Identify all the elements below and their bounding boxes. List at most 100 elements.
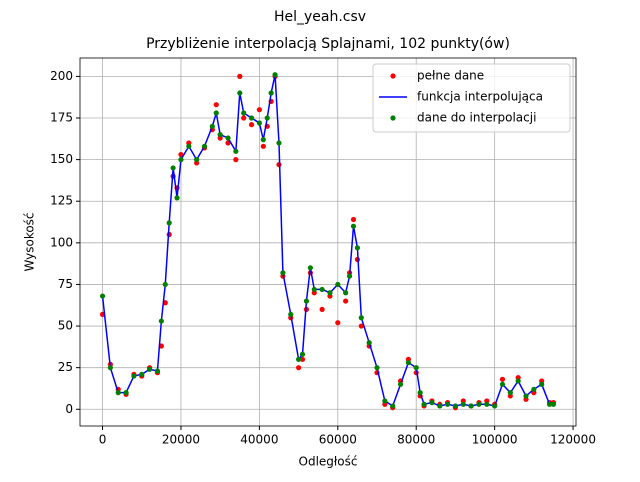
data-point [354,245,361,251]
data-point [260,137,266,143]
data-point [209,123,215,129]
data-point [268,90,274,96]
chart-title: Przybliżenie interpolacją Splajnami, 102… [146,36,510,52]
data-point [115,390,121,396]
data-point [413,365,419,371]
data-point [350,223,357,229]
data-point [213,110,219,116]
data-point [276,140,282,146]
data-point [366,340,372,346]
data-point [335,320,341,326]
legend-marker [390,73,396,79]
data-point [248,122,255,128]
data-point [546,401,553,407]
data-point [421,401,427,407]
suptitle: Hel_yeah.csv [274,9,366,25]
data-point [311,286,317,293]
data-point [327,290,333,296]
data-point [417,390,423,396]
data-point [346,273,353,279]
x-tick-label: 0 [99,433,107,447]
data-point [170,165,176,171]
data-point [174,195,180,201]
data-point [131,373,137,379]
data-point [178,152,184,158]
data-point [319,286,325,293]
y-tick-label: 125 [50,194,73,208]
data-point [390,403,396,409]
x-tick-label: 100000 [472,433,518,447]
data-point [158,318,164,324]
data-point [256,120,262,126]
data-point [213,102,219,108]
data-point [139,371,145,377]
data-point [123,390,129,396]
data-point [319,306,325,313]
data-point [499,376,506,382]
data-point [201,143,208,149]
data-point [299,356,306,362]
y-tick-label: 150 [50,152,73,166]
plot-frame [79,57,577,427]
data-point [295,365,302,371]
data-point [225,135,231,141]
y-tick-label: 175 [50,111,73,125]
data-point [437,403,443,409]
data-point [358,315,364,321]
data-point [397,381,404,387]
x-tick-label: 60000 [319,433,357,447]
data-point [550,401,557,407]
data-point [162,281,168,288]
x-tick-label: 40000 [240,433,278,447]
data-point [178,157,184,163]
data-point [539,381,545,387]
data-point [492,403,498,409]
data-point [154,368,161,374]
data-point [256,107,262,113]
x-tick-label: 20000 [162,433,200,447]
data-point [295,356,302,362]
data-point [237,90,243,96]
data-point [429,400,435,406]
y-tick-label: 100 [50,235,73,249]
data-point [515,378,521,384]
data-point [507,390,513,396]
data-point [260,143,266,149]
data-point [99,293,106,299]
data-point [264,115,270,121]
data-point [350,216,357,223]
data-point [499,381,506,387]
data-point [358,323,364,329]
data-point [523,393,529,399]
data-point [476,401,482,407]
legend-marker [390,115,396,121]
data-point [460,401,466,407]
y-tick-label: 0 [65,402,73,416]
data-point [452,403,459,409]
data-point [343,298,349,304]
data-point [335,281,341,288]
data-point [280,270,286,276]
data-point [444,401,451,407]
data-point [107,365,113,371]
data-point [272,72,278,78]
data-point [343,290,349,296]
y-axis-label: Wysokość [23,212,37,271]
data-point [186,143,192,149]
data-point [299,351,306,357]
data-point [307,265,313,271]
data-point [468,403,474,409]
legend-box [372,63,571,133]
y-tick-label: 75 [58,277,73,291]
data-point [288,311,294,318]
data-point [166,220,172,226]
data-point [241,110,247,116]
data-point [382,398,388,404]
legend-label: funkcja interpolująca [417,90,543,104]
data-point [225,140,231,146]
data-point [405,360,411,366]
data-point [233,157,239,163]
legend-label: pełne dane [417,69,484,83]
data-point [194,157,200,163]
y-tick-label: 200 [50,69,73,83]
